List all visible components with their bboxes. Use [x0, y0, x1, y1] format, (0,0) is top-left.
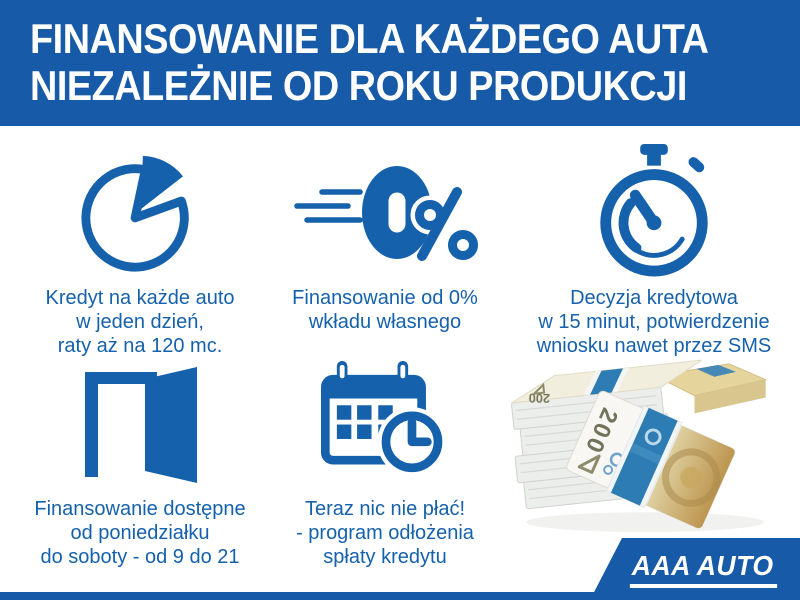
feature-decision: Decyzja kredytowa w 15 minut, potwierdze…: [518, 143, 790, 358]
feature-caption-availability: Finansowanie dostępne od poniedziałku do…: [34, 498, 246, 568]
feature-availability: Finansowanie dostępne od poniedziałku do…: [20, 360, 260, 569]
header-banner: FINANSOWANIE DLA KAŻDEGO AUTA NIEZALEŻNI…: [0, 0, 800, 126]
feature-credit: Kredyt na każde auto w jeden dzień, raty…: [20, 143, 260, 358]
header-title-line1: FINANSOWANIE DLA KAŻDEGO AUTA: [30, 15, 709, 62]
open-door-icon-svg: [85, 367, 197, 483]
feature-caption-credit: Kredyt na każde auto w jeden dzień, raty…: [45, 287, 235, 357]
calendar-clock-icon: [265, 360, 505, 490]
zero-percent-icon-svg: [294, 165, 478, 261]
feature-caption-zero-percent: Finansowanie od 0% wkładu własnego: [292, 287, 478, 333]
open-door-icon: [20, 360, 260, 490]
zero-percent-icon: [265, 143, 505, 279]
feature-zero-percent: Finansowanie od 0% wkładu własnego: [265, 143, 505, 334]
banknote-bundle-front: 200: [566, 390, 735, 529]
pie-chart-icon-svg: [81, 155, 189, 272]
stopwatch-icon-svg: [600, 144, 708, 277]
pie-chart-icon: [20, 143, 260, 279]
aaa-auto-logo: AAA AUTO: [630, 550, 778, 588]
header-title-line2: NIEZALEŻNIE OD ROKU PRODUKCJI: [30, 62, 687, 109]
footer-bar: [0, 592, 800, 600]
feature-deferral: Teraz nic nie płać! - program odłożenia …: [265, 360, 505, 569]
feature-money: 200 200: [505, 358, 795, 543]
brand-banner: AAA AUTO: [590, 538, 800, 600]
feature-caption-decision: Decyzja kredytowa w 15 minut, potwierdze…: [536, 287, 772, 357]
feature-caption-deferral: Teraz nic nie płać! - program odłożenia …: [296, 498, 474, 568]
money-stacks-image: 200 200: [511, 359, 768, 533]
calendar-clock-icon-svg: [320, 360, 447, 477]
stopwatch-icon: [518, 143, 790, 279]
